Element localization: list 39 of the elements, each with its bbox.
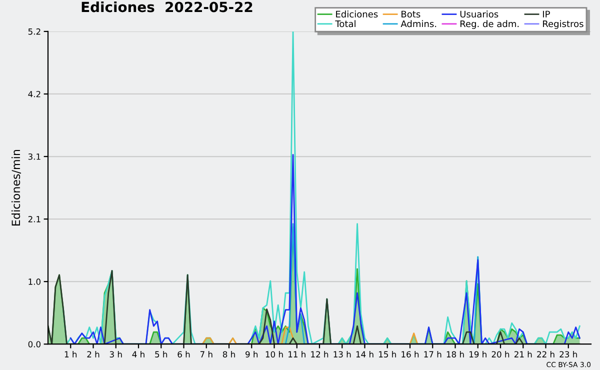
x-tick-label: 23 h (560, 351, 577, 358)
legend-label: Reg. de adm. (460, 20, 519, 29)
x-tick-label: 3 h (110, 351, 122, 358)
x-tick-label: 17 h (424, 351, 442, 358)
x-tick-label: 20 h (492, 351, 510, 358)
x-tick-label: 7 h (200, 351, 212, 358)
x-tick-label: 8 h (222, 351, 235, 358)
x-tick-label: 9 h (246, 351, 258, 358)
x-tick-label: 15 h (379, 351, 396, 358)
x-tick-label: 1 h (64, 351, 77, 358)
legend-label: Bots (402, 10, 420, 18)
x-tick-label: 4 h (132, 351, 144, 358)
y-tick-label: 3.1 (28, 153, 40, 160)
y-tick-label: 1.0 (28, 278, 40, 285)
x-tick-label: 2 h (87, 351, 100, 358)
x-tick-label: 16 h (402, 351, 419, 358)
y-axis-title: Ediciones/min (11, 150, 21, 226)
chart-title: Ediciones 2022-05-22 (82, 1, 252, 12)
legend-label: Admins. (400, 20, 436, 28)
x-tick-label: 12 h (311, 351, 328, 358)
x-tick-label: 14 h (356, 351, 374, 358)
y-tick-label: 5.2 (28, 28, 40, 35)
x-tick-label: 6 h (178, 351, 190, 358)
x-tick-label: 10 h (266, 351, 283, 358)
y-tick-label: 2.1 (28, 216, 40, 222)
y-tick-label: 0.0 (28, 341, 40, 348)
legend-label: IP (543, 10, 550, 18)
x-tick-label: 19 h (470, 351, 486, 358)
x-tick-label: 21 h (514, 351, 532, 358)
legend-label: Registros (543, 20, 584, 29)
x-tick-label: 18 h (446, 351, 464, 358)
x-tick-label: 13 h (334, 351, 351, 358)
x-tick-label: 11 h (288, 351, 306, 358)
legend-label: Total (335, 20, 356, 28)
x-tick-label: 22 h (537, 351, 554, 358)
legend-label: Usuarios (460, 10, 498, 18)
legend-label: Ediciones (336, 10, 378, 18)
y-tick-label: 4.2 (28, 90, 40, 98)
x-tick-label: 5 h (155, 351, 168, 358)
